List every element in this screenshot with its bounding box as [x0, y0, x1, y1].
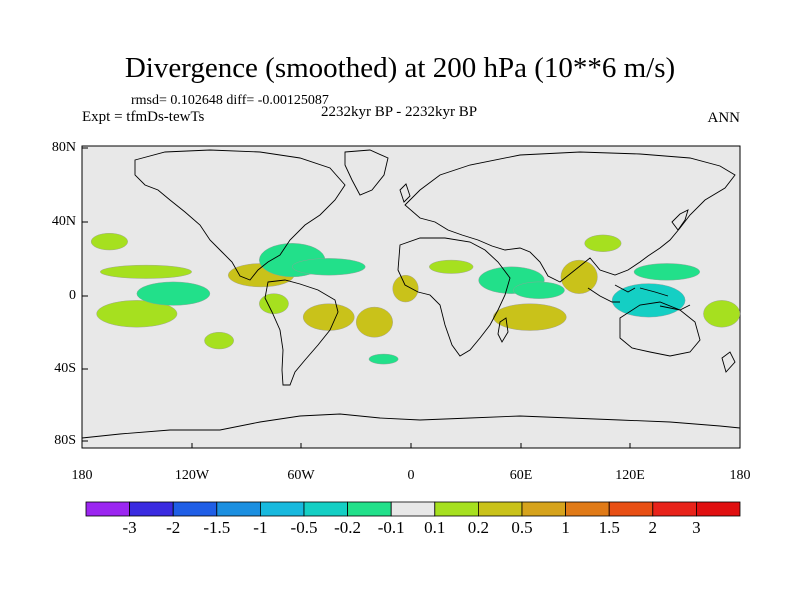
- colorbar-label: -0.1: [377, 518, 405, 537]
- divergence-region-southern-ocean-blob-1: [368, 353, 399, 365]
- colorbar-label: 1: [561, 518, 570, 537]
- divergence-region-east-asia: [584, 234, 622, 252]
- coast-north-america: [134, 149, 346, 281]
- divergence-region-central-pacific-south: [96, 300, 178, 328]
- divergence-region-indian-ocean-north: [513, 281, 565, 299]
- divergence-region-africa-north: [429, 259, 474, 274]
- divergence-region-north-pacific-blob: [90, 233, 128, 251]
- coast-uk: [399, 183, 411, 203]
- colorbar-label: -1: [253, 518, 268, 537]
- season-label: ANN: [707, 110, 741, 126]
- divergence-region-indian-ocean-south: [493, 303, 567, 331]
- colorbar-label: -3: [122, 518, 137, 537]
- colorbar-label: 0.2: [467, 518, 490, 537]
- coast-africa: [397, 237, 511, 357]
- divergence-region-south-america-west: [259, 293, 289, 314]
- divergence-region-africa-west: [392, 274, 419, 303]
- coast-new-zealand: [721, 351, 736, 373]
- coast-antarctica: [81, 413, 741, 439]
- coastlines: [81, 149, 741, 439]
- divergence-region-southern-ocean-blob-2: [204, 332, 234, 350]
- x-tick-label: 0: [407, 468, 415, 483]
- coast-indonesia: [587, 284, 691, 311]
- divergence-region-south-america-east: [302, 303, 355, 331]
- x-tick-label: 60E: [509, 468, 533, 483]
- colorbar-label: -0.5: [290, 518, 318, 537]
- coast-japan: [671, 209, 689, 231]
- y-tick-label: 40N: [51, 214, 76, 229]
- divergence-region-east-pacific-north: [136, 281, 211, 306]
- colorbar-label: -0.2: [334, 518, 362, 537]
- coast-australia: [619, 301, 701, 357]
- divergence-region-atlantic-north-band: [291, 258, 366, 276]
- coast-eurasia: [404, 151, 736, 283]
- experiment-label: Expt = tfmDs-tewTs: [82, 109, 205, 125]
- y-tick-label: 40S: [54, 361, 76, 376]
- divergence-region-south-atlantic: [355, 306, 393, 338]
- stats-text: rmsd= 0.102648 diff= -0.00125087: [131, 93, 329, 108]
- map-title: Divergence (smoothed) at 200 hPa (10**6 …: [124, 52, 676, 84]
- coast-madagascar: [497, 317, 509, 343]
- colorbar-label: 0.1: [424, 518, 446, 537]
- axis-ticks: [81, 147, 741, 448]
- y-tick-label: 80N: [51, 140, 76, 155]
- y-tick-label: 0: [69, 288, 76, 303]
- divergence-region-pacific-north-band: [100, 264, 192, 279]
- divergence-region-maritime-continent: [611, 283, 686, 318]
- x-tick-label: 60W: [287, 468, 315, 483]
- colorbar-label: 3: [692, 518, 701, 537]
- colorbar-label: 0.5: [511, 518, 533, 537]
- y-tick-label: 80S: [54, 433, 76, 448]
- coast-south-america: [264, 279, 339, 386]
- divergence-region-southeast-asia: [560, 259, 598, 294]
- x-tick-label: 120W: [174, 468, 210, 483]
- colorbar-label: -1.5: [203, 518, 231, 537]
- coast-greenland: [344, 149, 389, 196]
- colorbar-label: -2: [166, 518, 181, 537]
- divergence-region-west-pacific-north: [633, 263, 700, 281]
- divergence-regions: [90, 233, 741, 365]
- colorbar-label: 2: [648, 518, 658, 537]
- divergence-region-south-pacific-east: [703, 300, 741, 328]
- colorbar-label: 1.5: [598, 518, 620, 537]
- x-tick-label: 120E: [615, 468, 645, 483]
- x-tick-label: 180: [729, 468, 751, 483]
- period-label: 2232kyr BP - 2232kyr BP: [321, 104, 478, 120]
- x-tick-label: 180: [71, 468, 93, 483]
